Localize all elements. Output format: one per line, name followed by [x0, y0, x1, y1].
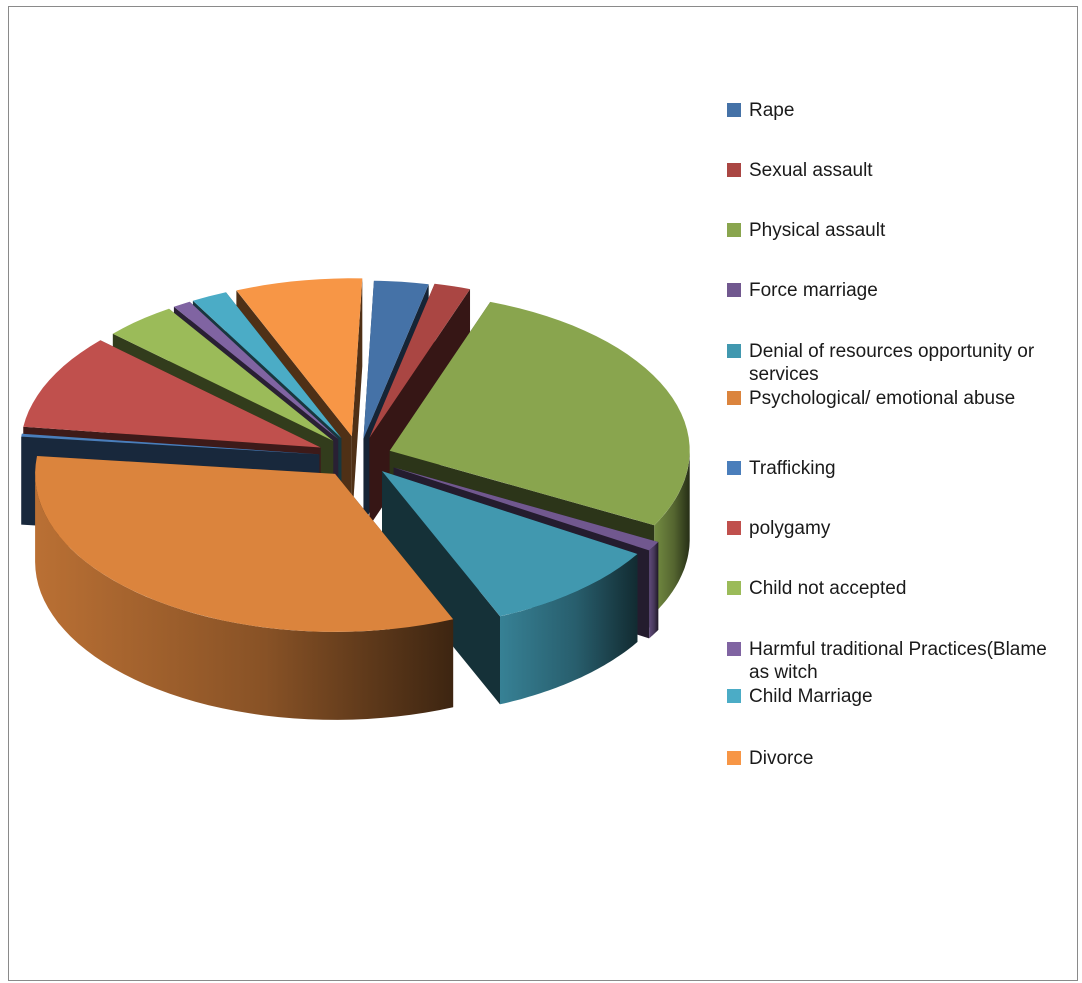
- legend-swatch: [727, 642, 741, 656]
- slice-top: [173, 301, 339, 439]
- pie-tops: [21, 278, 690, 632]
- legend-item: Child Marriage: [727, 685, 873, 708]
- slice-top: [369, 283, 470, 438]
- legend-item: Harmful traditional Practices(Blame as wi…: [727, 638, 1047, 684]
- legend-label: Harmful traditional Practices(Blame: [749, 639, 1047, 660]
- legend-swatch: [727, 581, 741, 595]
- legend-item: polygamy: [727, 517, 830, 540]
- slice-top: [389, 301, 690, 526]
- slice-top: [393, 467, 659, 551]
- legend-swatch: [727, 521, 741, 535]
- slice-wall: [382, 471, 501, 705]
- slice-top: [23, 340, 321, 448]
- legend-swatch: [727, 391, 741, 405]
- legend-label: Denial of resources opportunity or: [749, 341, 1035, 362]
- legend-label: Sexual assault: [749, 160, 873, 181]
- legend-item: Denial of resources opportunity or servic…: [727, 340, 1034, 386]
- slice-side: [654, 450, 690, 614]
- legend-label: Trafficking: [749, 458, 836, 479]
- legend-swatch: [727, 223, 741, 237]
- slice-top: [21, 433, 320, 455]
- slice-top: [192, 292, 342, 439]
- legend-label: Rape: [749, 100, 795, 121]
- legend-item: Trafficking: [727, 457, 836, 480]
- legend-item: Divorce: [727, 747, 813, 770]
- slice-top: [35, 456, 454, 632]
- legend-item: Sexual assault: [727, 159, 873, 182]
- legend-swatch: [727, 689, 741, 703]
- legend-label: Divorce: [749, 748, 814, 769]
- legend-label: polygamy: [749, 518, 831, 539]
- slice-wall: [351, 278, 363, 525]
- chart-area: Rape Sexual assault Physical assault Force …: [8, 6, 1078, 981]
- slice-top: [363, 280, 429, 439]
- legend-swatch: [727, 344, 741, 358]
- legend-label: Child not accepted: [749, 578, 907, 599]
- legend-item: Physical assault: [727, 219, 885, 242]
- slice-side: [35, 473, 454, 720]
- slice-side: [649, 542, 659, 639]
- slice-top: [112, 308, 334, 441]
- legend-label: Child Marriage: [749, 686, 873, 707]
- legend-label: as witch: [749, 662, 818, 683]
- legend-item: Force marriage: [727, 279, 878, 302]
- legend-label: Physical assault: [749, 220, 886, 241]
- pie-chart: [21, 278, 690, 720]
- legend-label: services: [749, 364, 819, 385]
- slice-side: [500, 554, 638, 705]
- legend-item: Child not accepted: [727, 577, 906, 600]
- legend-swatch: [727, 283, 741, 297]
- slice-top: [236, 278, 363, 437]
- legend-label: Psychological/ emotional abuse: [749, 388, 1016, 409]
- legend-swatch: [727, 163, 741, 177]
- legend-swatch: [727, 461, 741, 475]
- legend-label: Force marriage: [749, 280, 878, 301]
- legend-item: Psychological/ emotional abuse: [727, 387, 1015, 410]
- legend-item: Rape: [727, 99, 794, 122]
- legend-swatch: [727, 751, 741, 765]
- legend-swatch: [727, 103, 741, 117]
- slice-top: [382, 471, 638, 617]
